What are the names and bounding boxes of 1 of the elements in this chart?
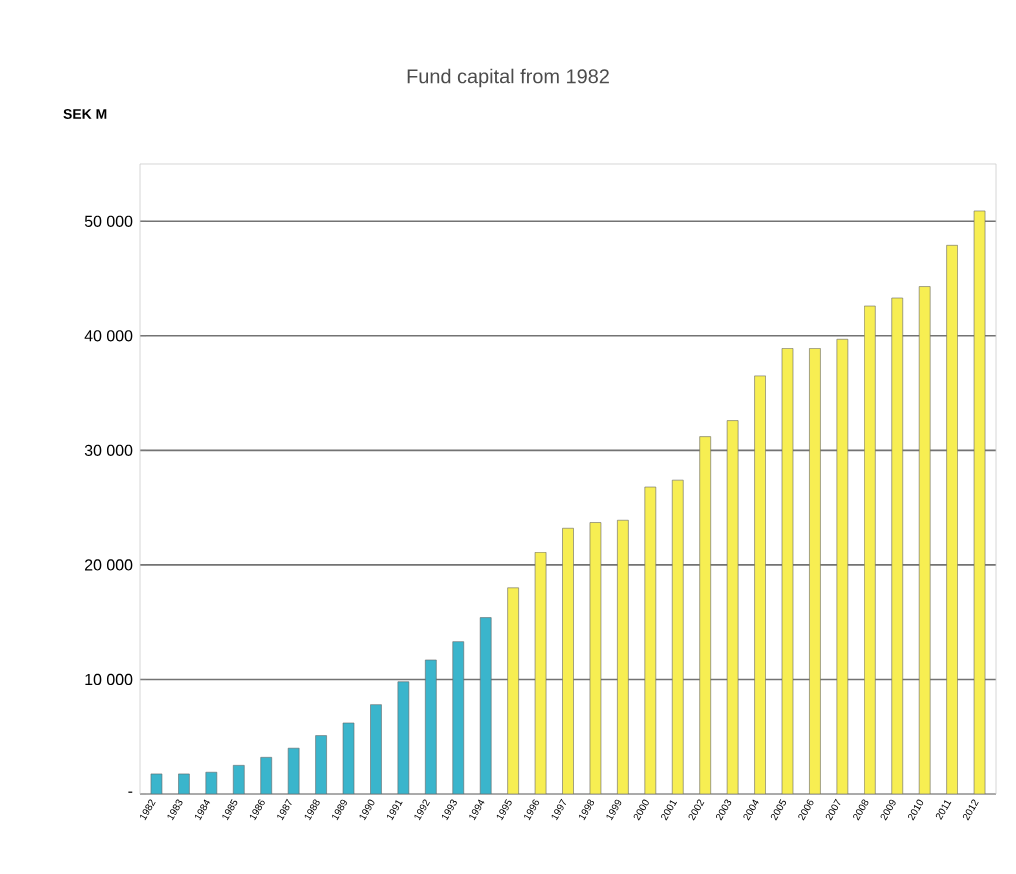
chart-title: Fund capital from 1982 [407, 68, 609, 88]
